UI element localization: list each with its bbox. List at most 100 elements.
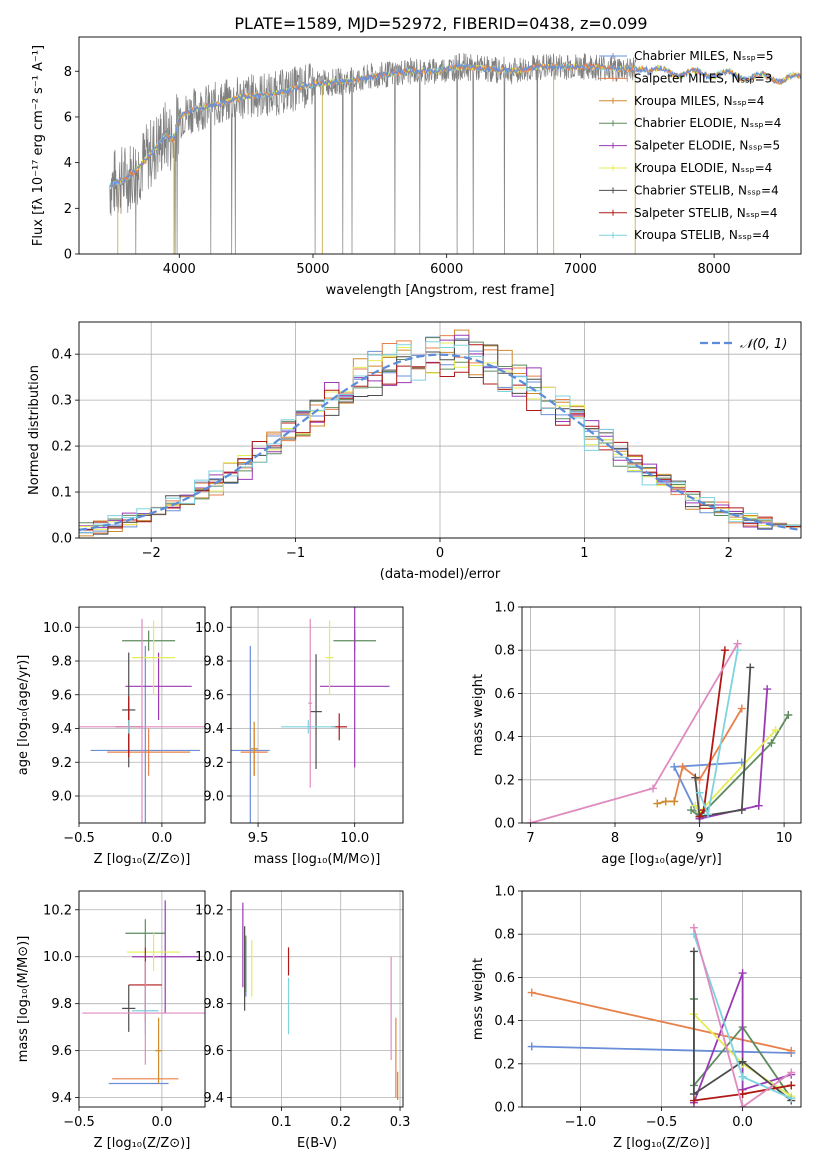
weight-marker — [738, 1072, 747, 1081]
y-tick-label: 9.4 — [51, 722, 72, 737]
weight-marker — [787, 1046, 796, 1055]
weight-marker — [691, 773, 700, 782]
panel-spectrum: 4000 5000 6000 7000 8000 0 2 4 6 8 wavelength [Ang… — [31, 36, 802, 298]
x-tick-label: 4000 — [163, 262, 196, 277]
x-axis-label: age [log₁₀(age/yr)] — [601, 852, 722, 867]
weight-marker — [733, 639, 742, 648]
x-tick-label: 0.1 — [271, 1115, 292, 1130]
data-spectrum — [109, 52, 637, 254]
y-tick-label: 9.4 — [203, 1091, 224, 1106]
y-axis-label: mass [log₁₀(M/M⊙)] — [16, 936, 31, 1063]
y-tick-label: 10.0 — [195, 950, 224, 965]
weight-marker — [771, 726, 780, 735]
weight-marker — [687, 806, 696, 815]
weight-marker — [763, 685, 772, 694]
y-tick-label: 0.8 — [494, 928, 515, 943]
y-tick-label: 9.8 — [51, 997, 72, 1012]
panel-age-vs-mass: 9.5 10.0 9.0 9.2 9.4 9.6 9.8 10.0 mass [log₁₀(M/… — [195, 606, 404, 867]
weight-marker — [738, 969, 747, 978]
x-tick-label: −0.5 — [63, 1115, 95, 1130]
y-axis-label: age [log₁₀(age/yr)] — [16, 655, 31, 776]
y-tick-label: 0.6 — [494, 971, 515, 986]
plots-layer: 4000 5000 6000 7000 8000 0 2 4 6 8 wavelength [Ang… — [16, 36, 802, 1151]
weight-marker — [784, 711, 793, 719]
weight-marker — [737, 704, 746, 713]
y-axis-label: Normed distribution — [27, 365, 42, 495]
y-tick-label: 0.2 — [494, 1057, 515, 1072]
y-tick-label: 10.0 — [43, 621, 72, 636]
weight-marker — [738, 1057, 747, 1066]
y-tick-label: 10.2 — [43, 903, 72, 918]
y-tick-label: 9.0 — [203, 790, 224, 805]
legend-entry: Salpeter STELIB, Nₛₛₚ=4 — [634, 206, 778, 220]
y-tick-label: 9.6 — [51, 688, 72, 703]
y-tick-label: 0.8 — [494, 644, 515, 659]
weight-marker — [754, 801, 763, 810]
x-tick-label: −0.5 — [646, 1115, 678, 1130]
x-tick-label: 6000 — [430, 262, 463, 277]
weight-marker — [661, 797, 670, 806]
x-tick-label: 0 — [436, 546, 444, 561]
y-axis-label: mass weight — [471, 674, 486, 756]
weight-marker — [746, 663, 755, 672]
y-tick-label: 9.8 — [51, 655, 72, 670]
panel-age-vs-Z: −0.5 0.0 9.0 9.2 9.4 9.6 9.8 10.0 Z [log₁₀(Z/Z⊙)… — [16, 606, 206, 867]
axes-frame — [78, 606, 206, 824]
y-tick-label: 9.4 — [203, 722, 224, 737]
weight-marker — [695, 812, 704, 821]
weight-line — [690, 714, 790, 818]
model-chabrier-miles — [109, 62, 801, 188]
weight-marker — [670, 762, 679, 771]
weight-marker — [653, 799, 662, 808]
plot-area — [79, 618, 205, 823]
y-tick-label: 0.4 — [494, 730, 515, 745]
legend-entry: 𝒩(0, 1) — [740, 337, 787, 352]
weight-line — [531, 1045, 792, 1054]
x-axis-label: (data-model)/error — [380, 567, 501, 582]
weight-marker — [737, 806, 746, 815]
histogram-kroupa-stelib — [79, 341, 801, 534]
x-axis-label: wavelength [Angstrom, rest frame] — [326, 283, 555, 298]
weight-marker — [767, 739, 776, 748]
y-tick-label: 9.6 — [203, 1044, 224, 1059]
weight-line — [531, 991, 792, 1052]
x-tick-label: 0.0 — [152, 1115, 173, 1130]
y-tick-label: 10.2 — [195, 903, 224, 918]
plot-area — [79, 329, 801, 537]
y-tick-label: 10.0 — [43, 950, 72, 965]
y-tick-label: 2 — [64, 202, 72, 217]
plot-area — [231, 607, 390, 823]
x-tick-label: −2 — [142, 546, 161, 561]
weight-line — [694, 729, 777, 814]
legend-entry: Salpeter ELODIE, Nₛₛₚ=5 — [634, 139, 780, 153]
plot-area — [82, 900, 205, 1085]
y-tick-label: 0.2 — [494, 773, 515, 788]
weight-marker — [670, 797, 679, 806]
y-tick-label: 9.6 — [203, 688, 224, 703]
y-tick-label: 9.8 — [203, 997, 224, 1012]
x-tick-label: 2 — [725, 546, 733, 561]
weight-marker — [526, 819, 535, 823]
x-axis-label: mass [log₁₀(M/M⊙)] — [254, 852, 381, 867]
y-tick-label: 0.1 — [51, 486, 72, 501]
weight-marker — [787, 1094, 796, 1103]
y-tick-label: 9.0 — [51, 790, 72, 805]
x-tick-label: 8000 — [698, 262, 731, 277]
legend-entry: Chabrier ELODIE, Nₛₛₚ=4 — [634, 116, 781, 130]
axes-frame — [78, 321, 802, 539]
legend-entry: Kroupa STELIB, Nₛₛₚ=4 — [634, 228, 770, 242]
y-tick-label: 0.0 — [51, 532, 72, 547]
histogram-salpeter-stelib — [79, 344, 801, 531]
legend-entry: Kroupa MILES, Nₛₛₚ=4 — [634, 94, 764, 108]
weight-marker — [689, 947, 698, 956]
y-tick-label: 0.4 — [51, 348, 72, 363]
x-tick-label: 0.3 — [390, 1115, 411, 1130]
weight-marker — [695, 788, 704, 797]
y-tick-label: 9.2 — [203, 756, 224, 771]
y-tick-label: 9.2 — [51, 756, 72, 771]
x-axis-label: Z [log₁₀(Z/Z⊙)] — [94, 1136, 191, 1151]
weight-marker — [689, 1096, 698, 1105]
legend-entry: Chabrier STELIB, Nₛₛₚ=4 — [634, 183, 779, 197]
x-tick-label: −1 — [286, 546, 305, 561]
